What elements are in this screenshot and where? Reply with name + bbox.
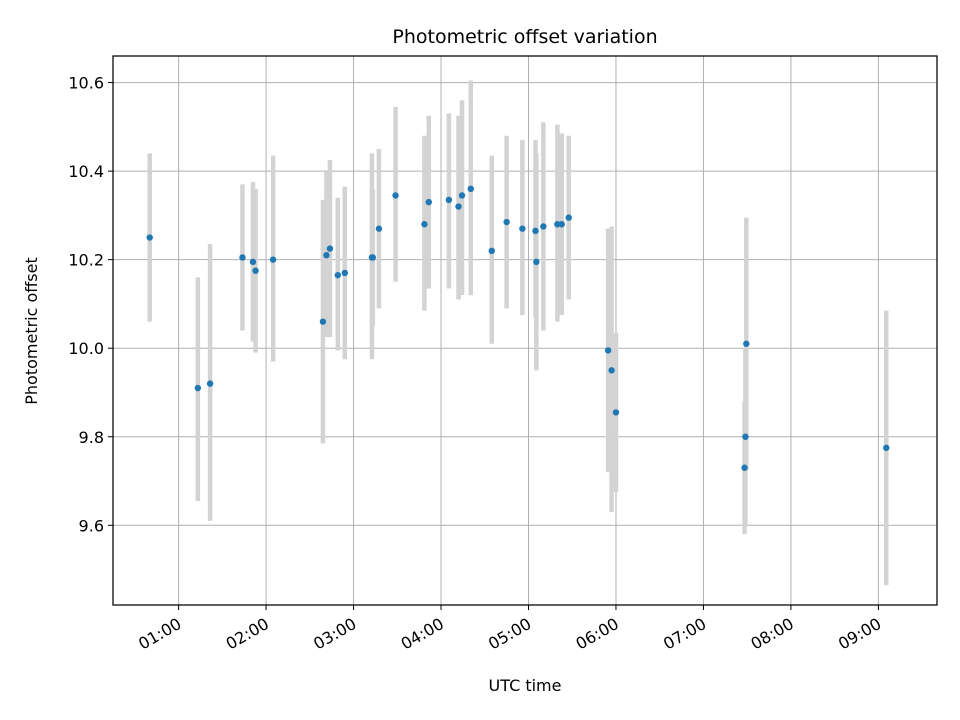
data-point — [743, 340, 750, 347]
x-axis-ticks: 01:00 02:00 03:00 04:00 05:00 06:00 07:00 08:00… — [135, 605, 884, 654]
data-point — [554, 221, 561, 228]
y-axis-label: Photometric offset — [22, 257, 41, 405]
x-tick-label: 03:00 — [310, 614, 359, 654]
data-point — [319, 318, 327, 325]
x-tick-label: 07:00 — [660, 614, 709, 654]
x-tick-label: 08:00 — [747, 614, 796, 654]
data-point — [369, 254, 376, 261]
data-point — [146, 234, 153, 241]
data-point — [741, 464, 748, 471]
grid-lines — [113, 56, 937, 605]
data-point — [540, 223, 547, 230]
data-point — [392, 192, 399, 199]
x-tick-label: 09:00 — [835, 614, 884, 654]
x-tick-label: 05:00 — [485, 614, 534, 654]
chart-title: Photometric offset variation — [392, 26, 657, 48]
data-point — [194, 384, 202, 392]
data-point — [558, 221, 565, 228]
data-point — [445, 196, 453, 204]
data-point — [326, 245, 334, 252]
data-point — [503, 218, 510, 226]
data-point — [421, 221, 428, 228]
data-point — [742, 433, 749, 440]
data-point — [532, 227, 539, 235]
data-point — [455, 203, 462, 210]
data-point — [608, 367, 615, 374]
data-points — [146, 185, 890, 471]
data-point — [341, 269, 349, 277]
y-tick-label: 10.6 — [68, 74, 104, 93]
y-tick-label: 10.0 — [68, 339, 104, 358]
data-point — [375, 225, 383, 232]
data-point — [565, 214, 572, 221]
x-tick-label: 04:00 — [398, 614, 447, 654]
y-axis-ticks: 9.6 9.8 10.0 10.2 10.4 10.6 — [68, 74, 113, 535]
data-point — [533, 258, 540, 266]
y-tick-label: 9.8 — [79, 428, 104, 447]
data-point — [467, 185, 474, 193]
data-point — [883, 444, 890, 452]
data-point — [269, 256, 277, 263]
x-tick-label: 06:00 — [573, 614, 622, 654]
data-point — [249, 258, 257, 266]
x-tick-label: 02:00 — [223, 614, 272, 654]
y-tick-label: 10.2 — [68, 251, 104, 270]
error-bars — [147, 80, 889, 586]
data-point — [519, 225, 526, 232]
data-point — [458, 192, 466, 199]
data-point — [604, 347, 612, 354]
data-point — [206, 380, 214, 387]
data-point — [239, 254, 246, 261]
x-tick-label: 01:00 — [135, 614, 184, 654]
x-axis-label: UTC time — [489, 676, 562, 695]
data-point — [425, 198, 432, 206]
data-point — [488, 247, 495, 255]
data-point — [252, 267, 259, 274]
y-tick-label: 10.4 — [68, 162, 104, 181]
data-point — [323, 252, 330, 259]
data-point — [334, 271, 342, 279]
plot-area-frame — [112, 55, 938, 606]
y-tick-label: 9.6 — [79, 516, 104, 535]
data-point — [612, 409, 620, 416]
